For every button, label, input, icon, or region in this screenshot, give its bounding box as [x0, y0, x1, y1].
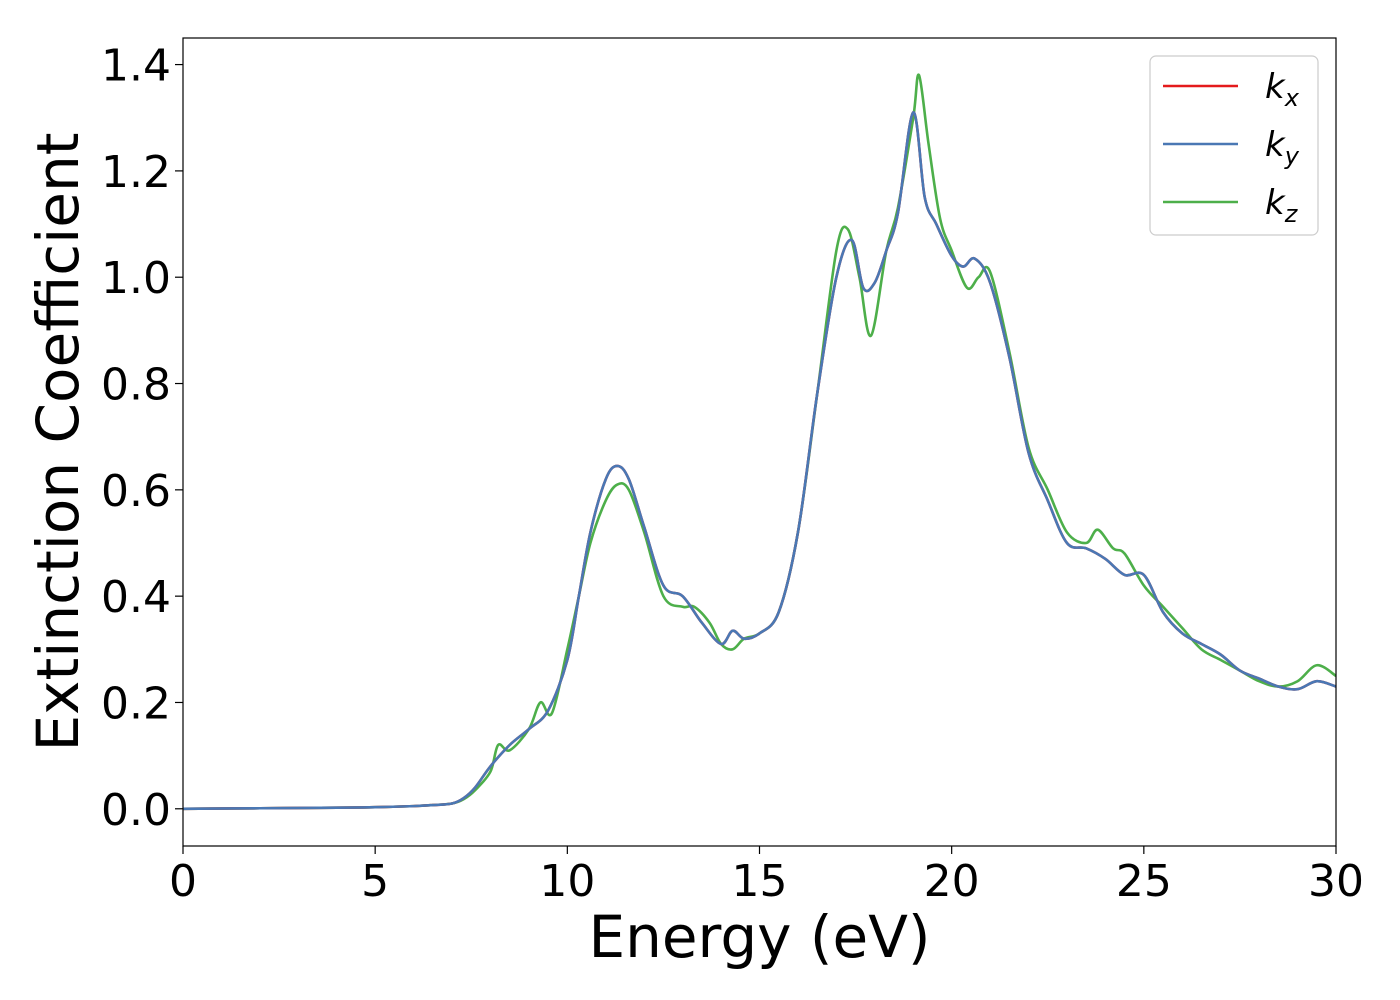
legend-label-kx: kx: [1265, 67, 1300, 112]
x-axis-label: Energy (eV): [588, 903, 930, 971]
series-line-kz: [183, 73, 1336, 811]
series-line-ky: [183, 111, 1336, 811]
y-tick-label: 0.4: [101, 572, 171, 623]
y-tick-label: 1.4: [101, 41, 171, 92]
legend-label-kz: kz: [1265, 183, 1299, 228]
x-tick-label: 0: [169, 856, 197, 907]
y-tick-label: 1.0: [101, 253, 171, 304]
y-axis-label: Extinction Coefficient: [24, 133, 92, 752]
y-axis: 0.0 0.2 0.4 0.6 0.8 1.0 1.2 1.4: [101, 41, 183, 836]
x-tick-label: 25: [1116, 856, 1172, 907]
x-tick-label: 15: [732, 856, 788, 907]
x-tick-label: 10: [539, 856, 595, 907]
x-axis: 0 5 10 15 20 25 30: [169, 846, 1364, 907]
y-tick-label: 1.2: [101, 147, 171, 198]
legend: kx ky kz: [1149, 55, 1319, 236]
y-tick-label: 0.2: [101, 678, 171, 729]
x-tick-label: 30: [1308, 856, 1364, 907]
legend-box: [1149, 55, 1319, 236]
y-tick-label: 0.0: [101, 785, 171, 836]
series-layer: [183, 73, 1336, 811]
y-tick-label: 0.6: [101, 466, 171, 517]
x-tick-label: 5: [361, 856, 389, 907]
y-tick-label: 0.8: [101, 360, 171, 411]
x-tick-label: 20: [924, 856, 980, 907]
legend-label-ky: ky: [1265, 125, 1300, 170]
